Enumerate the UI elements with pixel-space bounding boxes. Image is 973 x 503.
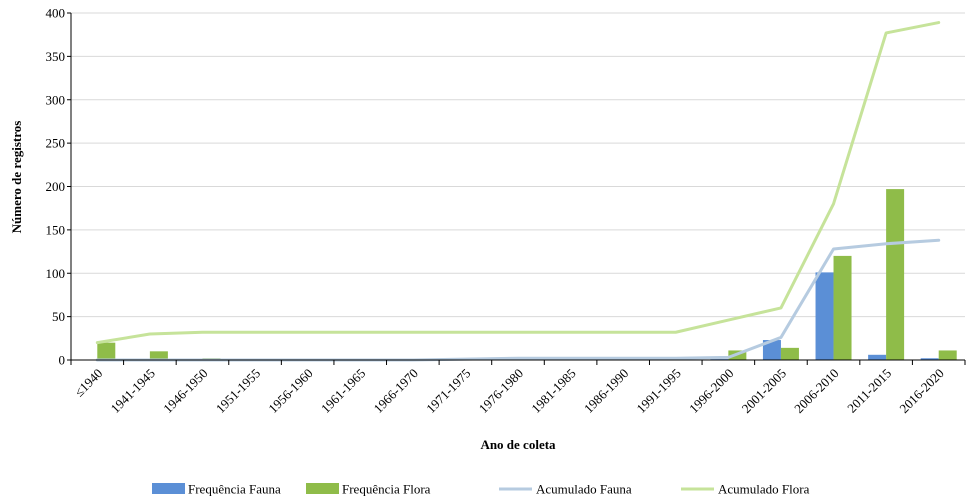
y-tick-label: 250	[46, 136, 66, 151]
x-tick-label: 1971-1975	[423, 366, 473, 416]
legend-label: Frequência Fauna	[188, 482, 281, 497]
x-tick-label: ≤1940	[71, 366, 105, 400]
bar	[938, 350, 957, 360]
bar	[97, 342, 116, 360]
bars	[97, 189, 957, 360]
x-tick-label: 1966-1970	[370, 366, 420, 416]
legend-swatch	[306, 483, 339, 494]
x-tick-label: 1996-2000	[686, 366, 736, 416]
legend-label: Frequência Flora	[342, 482, 431, 497]
x-tick-label: 1981-1985	[528, 366, 578, 416]
bar	[762, 340, 781, 360]
y-tick-label: 150	[46, 222, 66, 237]
y-tick-label: 100	[46, 266, 66, 281]
x-tick-label: 1951-1955	[213, 366, 263, 416]
grid-lines	[71, 12, 965, 318]
legend-label: Acumulado Fauna	[536, 482, 632, 497]
x-tick-label: 1961-1965	[318, 366, 368, 416]
x-tick-label: 1986-1990	[581, 366, 631, 416]
x-tick-label: 1946-1950	[160, 366, 210, 416]
x-tick-label: 1956-1960	[265, 366, 315, 416]
y-tick-labels: 0 50 100 150 200 250 300 350 400	[46, 6, 71, 368]
bar	[780, 347, 799, 360]
bar	[886, 189, 905, 360]
series-line	[95, 238, 941, 362]
bar	[149, 351, 168, 360]
x-tick-label: 2001-2005	[739, 366, 789, 416]
y-tick-label: 50	[52, 309, 65, 324]
bar	[868, 354, 887, 360]
bar	[920, 358, 939, 360]
series-line	[95, 21, 941, 345]
y-tick-label: 0	[59, 353, 66, 368]
x-tick-label: 2016-2020	[896, 366, 946, 416]
y-tick-label: 200	[46, 179, 66, 194]
y-axis-title: Número de registros	[9, 121, 24, 234]
series-lines	[95, 21, 941, 362]
x-tick-labels: ≤1940 1941-1945 1946-1950 1951-1955 1956-196…	[70, 360, 966, 416]
y-tick-label: 350	[46, 49, 66, 64]
x-tick-label: 1941-1945	[108, 366, 158, 416]
bar	[833, 255, 852, 360]
legend-label: Acumulado Flora	[718, 482, 810, 497]
bar	[815, 272, 834, 360]
x-axis-title: Ano de coleta	[480, 437, 556, 452]
y-tick-label: 400	[46, 6, 66, 21]
legend: Frequência Fauna Frequência Flora Acumulad…	[152, 482, 810, 497]
x-tick-label: 1991-1995	[633, 366, 683, 416]
x-tick-label: 2006-2010	[791, 366, 841, 416]
x-tick-label: 1976-1980	[476, 366, 526, 416]
x-tick-label: 2011-2015	[844, 366, 894, 416]
y-tick-label: 300	[46, 92, 66, 107]
legend-swatch	[152, 483, 185, 494]
